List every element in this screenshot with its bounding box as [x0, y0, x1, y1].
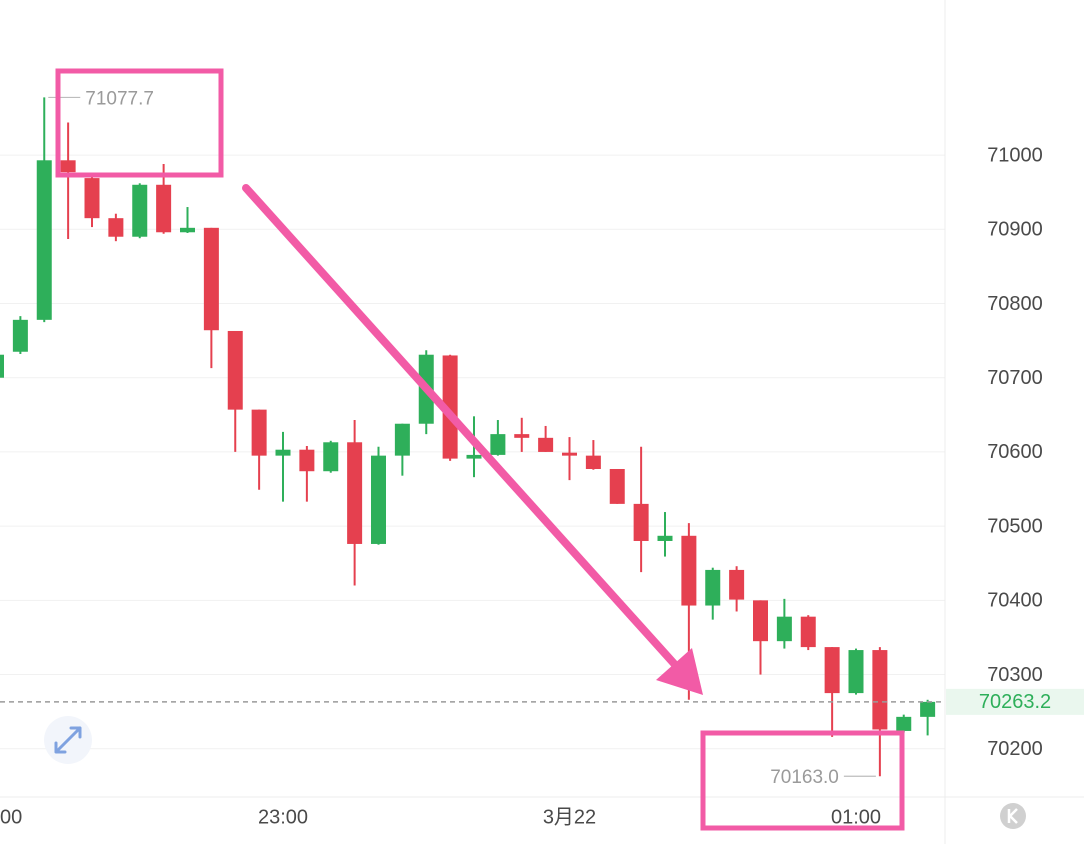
candle-body [132, 184, 148, 237]
candle-body [36, 160, 52, 320]
candles [0, 97, 936, 777]
y-tick-label: 70700 [987, 367, 1043, 389]
candle-body [84, 178, 100, 219]
candle-body [896, 716, 912, 731]
candle-body [729, 569, 745, 600]
y-tick-label: 70500 [987, 515, 1043, 537]
kline-button[interactable] [1000, 803, 1026, 829]
x-tick-label: 23:00 [258, 806, 308, 828]
candle-body [872, 650, 888, 730]
candle-body [251, 409, 267, 456]
candle-body [776, 616, 792, 642]
trend-arrow-head [656, 648, 703, 695]
candle-body [299, 449, 315, 472]
y-tick-label: 70600 [987, 441, 1043, 463]
candle-body [585, 455, 601, 469]
x-tick-label: 00 [0, 806, 22, 828]
candle-body [633, 503, 649, 541]
candle-body [442, 355, 458, 459]
highlight-box [55, 68, 224, 178]
annotation-label: 71077.7 [85, 88, 154, 109]
candle-body [657, 535, 673, 541]
y-tick-label: 70400 [987, 590, 1043, 612]
candle-body [753, 600, 768, 642]
y-tick-label: 70900 [987, 219, 1043, 241]
candle-body [275, 449, 291, 456]
candle-body [323, 442, 339, 472]
kline-button-bg [1000, 803, 1026, 829]
overlay: 70263.2 71077.7 70163.0 [0, 88, 1084, 788]
candle-body [0, 354, 4, 378]
annotation-label: 70163.0 [770, 767, 839, 788]
y-tick-label: 71000 [987, 144, 1043, 166]
candle-body [848, 650, 864, 694]
expand-button[interactable] [44, 716, 92, 764]
candle-body [681, 535, 697, 606]
candle-body [562, 452, 577, 456]
candle-body [394, 423, 410, 456]
candle-body [60, 160, 76, 173]
candle-body [824, 647, 840, 694]
candle-body [538, 437, 554, 452]
candle-body [156, 184, 172, 233]
candle-body [12, 319, 28, 352]
x-tick-label: 3月22 [543, 806, 596, 828]
last-price-label: 70263.2 [979, 691, 1051, 713]
last-price-badge [946, 688, 1084, 715]
trend-arrow [242, 184, 682, 672]
candle-body [108, 218, 124, 237]
candle-body [466, 454, 482, 459]
candle-body [920, 701, 936, 717]
candle-body [609, 468, 625, 504]
y-tick-label: 70300 [987, 664, 1043, 686]
highlight-box [700, 730, 905, 831]
candle-body [371, 455, 386, 544]
expand-icon [54, 726, 82, 754]
y-tick-label: 70200 [987, 738, 1043, 760]
candle-body [800, 616, 816, 648]
candle-body [180, 227, 195, 233]
candle-body [490, 434, 506, 455]
candle-body [705, 569, 721, 606]
candle-body [227, 330, 243, 410]
candle-body [514, 434, 530, 438]
grid [0, 154, 945, 750]
kline-icon [1007, 808, 1018, 824]
candle-body [347, 442, 363, 544]
y-tick-label: 70800 [987, 293, 1043, 315]
x-tick-label: 01:00 [831, 806, 881, 828]
candle-body [203, 227, 219, 331]
